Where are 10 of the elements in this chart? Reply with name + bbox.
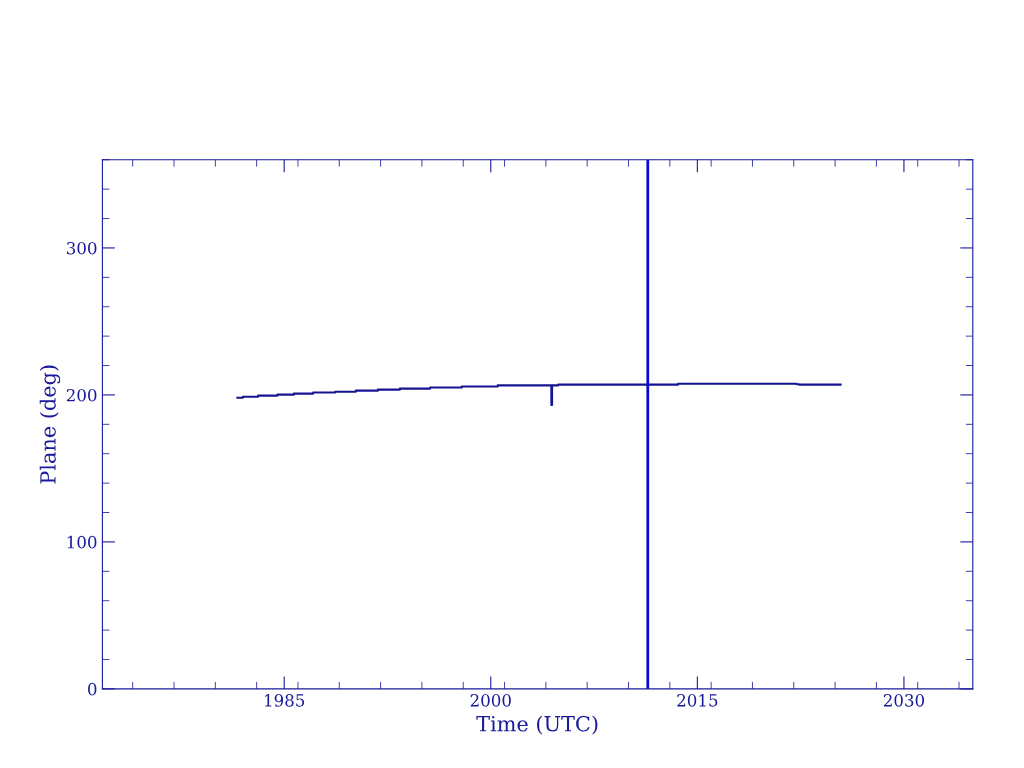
y-tick-label: 100	[67, 535, 97, 549]
x-tick-label: 2000	[470, 694, 511, 707]
x-tick-label: 2030	[883, 694, 925, 707]
y-tick-label: 200	[66, 388, 97, 402]
y-tick-label: 300	[67, 241, 97, 255]
x-axis-title: Time (UTC)	[476, 715, 598, 735]
y-axis-title: Plane (deg)	[39, 365, 61, 484]
x-tick-label: 2015	[677, 694, 718, 707]
y-tick-label: 0	[88, 682, 97, 696]
x-tick-label: 1985	[265, 694, 305, 707]
